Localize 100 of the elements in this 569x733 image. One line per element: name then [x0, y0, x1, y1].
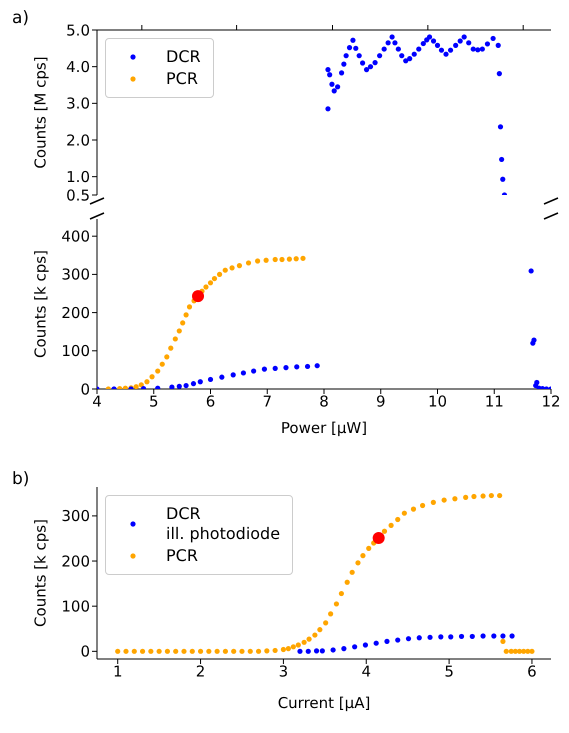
point [328, 611, 334, 616]
point [229, 265, 235, 270]
y-tick-label: 300 [61, 266, 90, 284]
point [325, 106, 331, 112]
point [430, 38, 436, 44]
point [155, 368, 160, 374]
point [332, 88, 337, 94]
point [190, 381, 196, 386]
point [448, 48, 454, 53]
point [338, 70, 344, 76]
point [344, 53, 349, 58]
point [325, 67, 331, 72]
point [344, 580, 350, 585]
point [172, 336, 178, 342]
x-tick-label: 12 [541, 392, 561, 411]
x-tick-label: 1 [112, 662, 122, 681]
x-tick-label: 9 [376, 392, 386, 411]
point [214, 648, 220, 654]
point [470, 46, 476, 52]
point [296, 642, 301, 648]
point [382, 528, 388, 534]
x-tick-label: 8 [319, 392, 329, 411]
x-tick-label: 7 [262, 392, 272, 411]
point [334, 601, 340, 607]
x-tick-label: 5 [444, 662, 454, 681]
point [320, 648, 325, 654]
point [280, 646, 286, 652]
y-axis-title: Counts [k cps] [31, 519, 50, 627]
x-axis-title: Current [μA] [278, 694, 370, 712]
x-tick-label: 2 [196, 662, 206, 681]
point [236, 263, 242, 268]
point [353, 46, 358, 51]
x-tick-label: 6 [527, 662, 537, 681]
point [294, 256, 299, 262]
y-tick-label: 0 [80, 380, 90, 398]
y-axis-title: Counts [k cps] [31, 250, 50, 358]
point [360, 553, 366, 558]
point [203, 284, 209, 290]
chart-title: a) [12, 8, 30, 28]
point [306, 636, 312, 642]
y-tick-label: 5.0 [66, 21, 90, 40]
point [384, 638, 390, 644]
point [312, 632, 318, 638]
point [362, 642, 368, 648]
point [338, 590, 344, 596]
point [500, 638, 506, 644]
point [453, 42, 458, 48]
legend-label: PCR [166, 546, 198, 566]
point [509, 633, 515, 639]
point [286, 646, 291, 652]
y-tick-label: 200 [61, 304, 90, 322]
point [504, 648, 509, 654]
y-tick-label: 200 [61, 552, 90, 570]
point [123, 648, 129, 654]
x-tick-label: 3 [278, 662, 288, 681]
point [176, 384, 182, 389]
point [264, 258, 269, 263]
point [442, 497, 447, 503]
point [168, 346, 174, 351]
point [406, 636, 412, 642]
point [355, 560, 361, 566]
point [144, 379, 150, 384]
point [388, 522, 394, 528]
point [352, 644, 358, 650]
point [169, 384, 175, 389]
point [346, 45, 352, 50]
point [335, 84, 340, 90]
point [300, 256, 306, 261]
point [508, 648, 514, 654]
point [198, 379, 203, 384]
point [262, 366, 268, 372]
point [372, 532, 385, 544]
point [138, 382, 144, 388]
point [240, 370, 246, 376]
point [364, 67, 370, 72]
point [304, 364, 310, 370]
point [246, 260, 252, 266]
point [392, 40, 398, 46]
point [407, 56, 412, 62]
y-axis-title: Counts [M cps] [31, 56, 50, 169]
point [329, 82, 335, 87]
point [208, 376, 214, 382]
y-tick-label: 100 [61, 598, 90, 616]
point [341, 646, 346, 652]
point [230, 372, 236, 378]
point [272, 256, 278, 262]
legend-label: PCR [166, 69, 198, 89]
point [499, 156, 504, 162]
point [402, 510, 407, 516]
point [323, 620, 328, 626]
point [496, 42, 501, 48]
point [176, 328, 182, 334]
point [184, 312, 189, 318]
point [484, 41, 490, 47]
point [156, 648, 162, 654]
point [222, 648, 228, 654]
point [314, 363, 320, 368]
point [470, 634, 475, 640]
point [283, 365, 289, 370]
point [366, 546, 372, 551]
